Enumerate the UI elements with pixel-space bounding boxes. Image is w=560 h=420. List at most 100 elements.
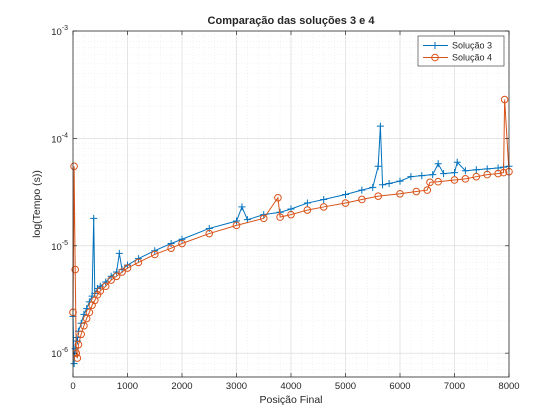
- data-point-plus: [407, 173, 415, 181]
- data-point-circle: [134, 258, 143, 267]
- data-point-plus: [70, 360, 78, 368]
- legend-label-series-1: Solução 3: [452, 41, 492, 51]
- data-point-circle: [450, 176, 459, 184]
- data-point-circle: [118, 268, 126, 276]
- data-point-circle: [82, 314, 91, 323]
- data-point-plus: [134, 255, 142, 263]
- data-point-circle: [341, 199, 350, 207]
- data-point-circle: [434, 177, 442, 186]
- series-layer: [69, 95, 513, 368]
- data-point-circle: [483, 170, 492, 179]
- data-point-circle: [423, 186, 432, 194]
- x-tick-label: 0: [70, 381, 75, 392]
- data-point-circle: [93, 290, 102, 299]
- data-point-circle: [80, 321, 88, 330]
- legend-label-series-2: Solução 4: [452, 53, 492, 63]
- legend: Solução 3 Solução 4: [417, 35, 505, 67]
- data-point-circle: [287, 210, 295, 219]
- data-point-plus: [385, 180, 393, 188]
- data-point-plus: [418, 172, 426, 180]
- data-point-circle: [259, 214, 268, 223]
- data-point-circle: [74, 340, 83, 349]
- ticks: 0 1000 2000 3000 4000 5000 6000 7000 8000 10-6 10-…: [51, 25, 519, 392]
- data-point-circle: [70, 162, 78, 171]
- x-tick-label: 2000: [171, 381, 192, 392]
- data-point-plus: [453, 158, 461, 166]
- y-tick-label: 10-4: [51, 132, 68, 145]
- data-point-plus: [90, 214, 98, 222]
- data-point-circle: [232, 221, 241, 230]
- data-point-circle: [461, 175, 470, 183]
- legend-box: [417, 35, 505, 67]
- y-tick-label: 10-6: [51, 347, 68, 360]
- data-point-circle: [303, 206, 312, 214]
- data-point-plus: [429, 171, 437, 179]
- data-point-circle: [112, 272, 121, 281]
- data-point-circle: [101, 282, 110, 291]
- data-point-circle: [274, 193, 282, 202]
- data-point-circle: [358, 195, 366, 204]
- data-point-circle: [396, 189, 404, 198]
- data-point-plus: [178, 235, 186, 243]
- data-point-circle: [96, 287, 105, 295]
- y-tick-label: 10-3: [51, 25, 68, 38]
- x-tick-label: 1000: [117, 381, 138, 392]
- y-tick-label: 10-5: [51, 240, 68, 253]
- x-tick-label: 8000: [498, 381, 519, 392]
- data-point-plus: [358, 186, 366, 194]
- data-point-plus: [376, 122, 384, 130]
- x-tick-label: 3000: [226, 381, 247, 392]
- data-point-circle: [73, 354, 82, 362]
- x-tick-label: 6000: [389, 381, 410, 392]
- data-point-circle: [276, 213, 284, 221]
- x-tick-label: 5000: [335, 381, 356, 392]
- series-line-2: [72, 99, 510, 359]
- data-point-circle: [412, 187, 421, 196]
- x-tick-label: 7000: [444, 381, 465, 392]
- data-point-plus: [167, 240, 175, 248]
- data-point-plus: [379, 181, 387, 189]
- data-point-plus: [472, 166, 480, 174]
- data-point-circle: [426, 178, 434, 187]
- data-point-plus: [461, 167, 469, 175]
- data-point-plus: [451, 169, 458, 177]
- x-tick-label: 4000: [280, 381, 301, 392]
- data-point-plus: [238, 203, 246, 211]
- data-point-plus: [320, 195, 328, 203]
- data-point-circle: [494, 169, 502, 178]
- legend-marker-plus: [431, 42, 439, 49]
- series-2: [69, 95, 513, 362]
- data-point-plus: [243, 216, 251, 224]
- y-axis-label: log(Tempo (s)): [31, 170, 43, 238]
- data-point-circle: [77, 330, 85, 339]
- chart-title: Comparação das soluções 3 e 4: [208, 15, 376, 27]
- data-point-plus: [115, 249, 123, 257]
- data-point-plus: [396, 177, 404, 185]
- data-point-circle: [178, 239, 186, 248]
- legend-entry-series-1: Solução 3: [423, 41, 492, 51]
- data-point-circle: [71, 265, 79, 274]
- data-point-circle: [167, 244, 175, 252]
- grid: [73, 31, 509, 378]
- data-point-circle: [150, 250, 159, 259]
- data-point-plus: [303, 199, 311, 207]
- data-point-circle: [107, 276, 115, 284]
- legend-entry-series-2: Solução 4: [423, 53, 492, 63]
- data-point-circle: [374, 192, 383, 200]
- data-point-plus: [342, 191, 349, 199]
- data-point-plus: [233, 217, 240, 225]
- data-point-circle: [85, 308, 94, 317]
- data-point-plus: [434, 160, 442, 168]
- series-1: [69, 122, 513, 368]
- data-point-circle: [499, 168, 508, 177]
- data-point-plus: [374, 162, 382, 170]
- data-point-circle: [319, 203, 328, 211]
- data-point-plus: [205, 224, 213, 232]
- data-point-circle: [123, 264, 132, 272]
- x-axis-label: Posição Final: [259, 394, 322, 406]
- data-point-circle: [500, 95, 509, 104]
- legend-marker-circle: [431, 53, 439, 62]
- data-point-plus: [440, 170, 448, 178]
